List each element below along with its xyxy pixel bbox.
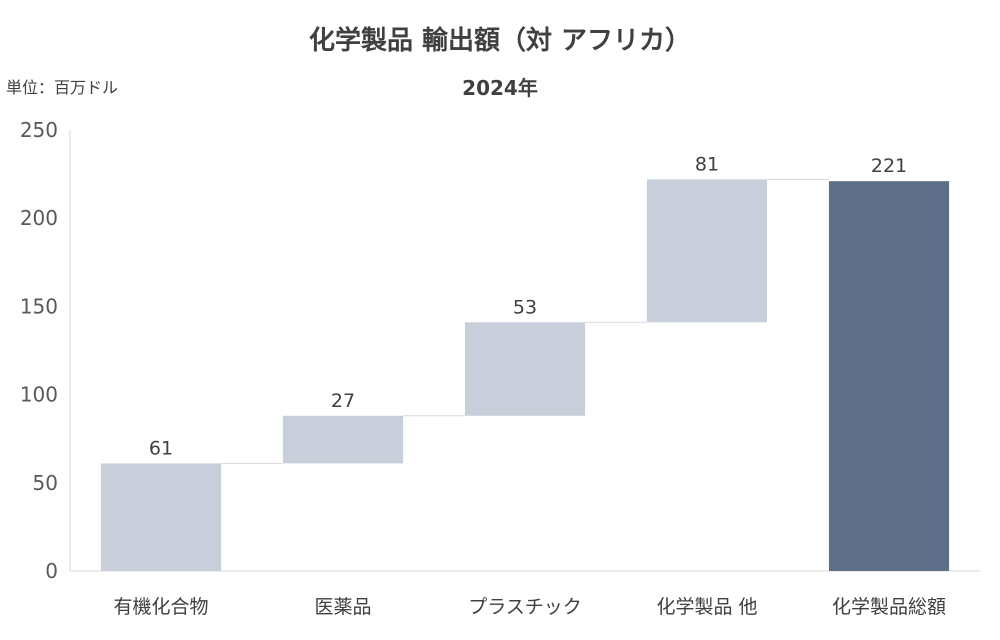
data-label: 53 [513,296,537,318]
y-tick-label: 100 [20,383,58,407]
bar-increment [646,179,768,323]
bar-total [828,181,950,571]
bar-increment [100,463,222,571]
bar-increment [282,415,404,464]
unit-label: 単位：百万ドル [6,78,119,97]
bar-increment [464,322,586,416]
y-tick-label: 250 [20,118,58,142]
y-tick-label: 50 [33,471,58,495]
chart-subtitle: 2024年 [462,76,538,100]
category-label: 医薬品 [314,596,371,618]
category-label: 化学製品 他 [656,596,757,618]
category-label: プラスチック [468,596,582,618]
data-label: 221 [871,155,907,177]
category-label: 化学製品総額 [832,596,946,618]
data-label: 81 [695,153,719,175]
data-label: 61 [149,437,173,459]
y-tick-label: 0 [45,559,58,583]
chart-title: 化学製品 輸出額（対 アフリカ） [308,26,692,56]
y-tick-label: 200 [20,206,58,230]
y-tick-label: 150 [20,294,58,318]
category-label: 有機化合物 [113,596,208,618]
data-label: 27 [331,390,355,412]
